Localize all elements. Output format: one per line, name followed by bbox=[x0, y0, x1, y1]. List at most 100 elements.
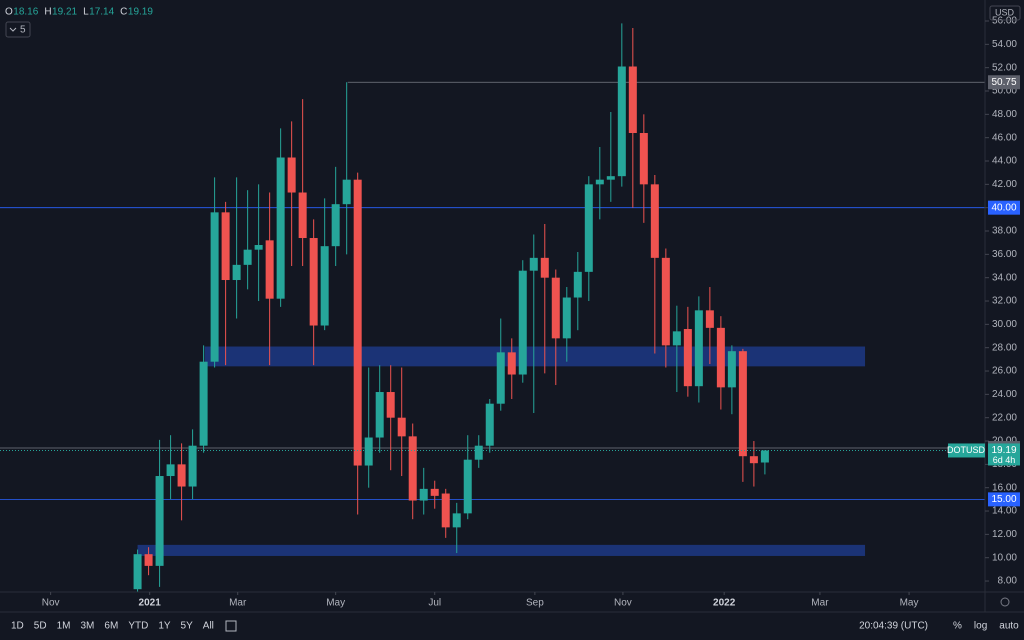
ohlc-value: 17.14 bbox=[89, 7, 114, 18]
y-tick-label: 12.00 bbox=[992, 529, 1017, 540]
range-button[interactable]: 5D bbox=[34, 621, 47, 632]
x-tick-label: 2021 bbox=[139, 598, 162, 609]
y-tick-label: 30.00 bbox=[992, 319, 1017, 330]
zone bbox=[204, 346, 866, 367]
range-button[interactable]: YTD bbox=[128, 621, 148, 632]
range-button[interactable]: All bbox=[203, 621, 214, 632]
candle-body bbox=[573, 271, 582, 298]
candle-body bbox=[452, 513, 461, 528]
candle-body bbox=[386, 392, 395, 418]
candle-body bbox=[155, 476, 164, 566]
candle-body bbox=[188, 445, 197, 487]
ohlc-value: 19.21 bbox=[52, 7, 77, 18]
candle-body bbox=[166, 464, 175, 477]
price-label: 15.00 bbox=[991, 494, 1016, 505]
candle-body bbox=[595, 179, 604, 185]
candle-body bbox=[342, 179, 351, 205]
axes: 8.0010.0012.0014.0016.0018.0020.0022.002… bbox=[42, 16, 1020, 609]
x-tick-label: Jul bbox=[428, 598, 441, 609]
candle-body bbox=[375, 392, 384, 438]
candle-body bbox=[210, 212, 219, 362]
candle-body bbox=[474, 445, 483, 460]
ohlc-key: L bbox=[83, 7, 89, 18]
candle-body bbox=[749, 456, 758, 464]
ohlc-value: 19.19 bbox=[128, 7, 153, 18]
candle-body bbox=[716, 327, 725, 388]
candle-body bbox=[232, 264, 241, 281]
price-label: 50.75 bbox=[991, 77, 1016, 88]
y-tick-label: 38.00 bbox=[992, 226, 1017, 237]
ohlc-key: C bbox=[120, 7, 127, 18]
currency-button[interactable] bbox=[989, 5, 1021, 21]
scale-option[interactable]: auto bbox=[999, 621, 1019, 632]
candle-body bbox=[397, 417, 406, 437]
settings-icon[interactable] bbox=[1000, 597, 1010, 607]
y-tick-label: 48.00 bbox=[992, 109, 1017, 120]
candle-body bbox=[419, 488, 428, 501]
y-tick-label: 54.00 bbox=[992, 39, 1017, 50]
date-range-icon[interactable] bbox=[225, 620, 237, 632]
y-tick-label: 36.00 bbox=[992, 249, 1017, 260]
scale-option[interactable]: % bbox=[953, 621, 962, 632]
ohlc-key: O bbox=[5, 7, 13, 18]
candle-body bbox=[529, 257, 538, 271]
candle-body bbox=[562, 297, 571, 339]
y-tick-label: 16.00 bbox=[992, 482, 1017, 493]
candle-body bbox=[705, 310, 714, 328]
candle-body bbox=[320, 246, 329, 326]
zone bbox=[137, 544, 866, 556]
candle-body bbox=[628, 66, 637, 134]
candle-body bbox=[496, 352, 505, 404]
scale-option[interactable]: log bbox=[974, 621, 987, 632]
y-tick-label: 8.00 bbox=[998, 576, 1018, 587]
indicator-count[interactable]: 5 bbox=[20, 25, 26, 36]
candle-body bbox=[518, 270, 527, 375]
y-tick-label: 50.00 bbox=[992, 86, 1017, 97]
x-tick-label: Mar bbox=[811, 598, 829, 609]
candle-body bbox=[463, 459, 472, 514]
candle-body bbox=[265, 240, 274, 299]
clock: 20:04:39 (UTC) bbox=[859, 621, 928, 632]
candle-body bbox=[694, 310, 703, 387]
candle-body bbox=[177, 464, 186, 487]
candle-body bbox=[540, 257, 549, 278]
x-tick-label: May bbox=[900, 598, 919, 609]
range-button[interactable]: 6M bbox=[104, 621, 118, 632]
ohlc-value: 18.16 bbox=[13, 7, 38, 18]
range-button[interactable]: 3M bbox=[81, 621, 95, 632]
current-price-label: 19.19 bbox=[991, 445, 1016, 456]
candle-body bbox=[507, 352, 516, 375]
candle-body bbox=[144, 554, 153, 566]
range-button[interactable]: 5Y bbox=[181, 621, 194, 632]
candle-body bbox=[661, 257, 670, 346]
candle-body bbox=[364, 437, 373, 466]
indicator-toggle[interactable] bbox=[5, 21, 31, 38]
y-tick-label: 10.00 bbox=[992, 552, 1017, 563]
y-tick-label: 44.00 bbox=[992, 156, 1017, 167]
range-button[interactable]: 1M bbox=[57, 621, 71, 632]
ohlc-key: H bbox=[44, 7, 51, 18]
current-price-bg bbox=[988, 443, 1020, 466]
candle-body bbox=[551, 277, 560, 339]
currency[interactable]: USD bbox=[995, 7, 1015, 17]
candle-body bbox=[243, 249, 252, 265]
x-tick-label: Sep bbox=[526, 598, 544, 609]
range-button[interactable]: 1D bbox=[11, 621, 24, 632]
y-tick-label: 26.00 bbox=[992, 366, 1017, 377]
symbol-tag-bg bbox=[948, 443, 985, 458]
y-tick-label: 46.00 bbox=[992, 132, 1017, 143]
candle-body bbox=[331, 204, 340, 247]
symbol-tag: DOTUSD bbox=[947, 445, 986, 455]
x-tick-label: May bbox=[326, 598, 345, 609]
candle-body bbox=[298, 192, 307, 239]
candle-body bbox=[606, 176, 615, 180]
y-tick-label: 52.00 bbox=[992, 62, 1017, 73]
range-button[interactable]: 1Y bbox=[158, 621, 171, 632]
candle-body bbox=[760, 450, 769, 463]
candle-body bbox=[353, 179, 362, 466]
chevron-icon bbox=[9, 27, 17, 32]
price-label-bg bbox=[988, 492, 1020, 507]
